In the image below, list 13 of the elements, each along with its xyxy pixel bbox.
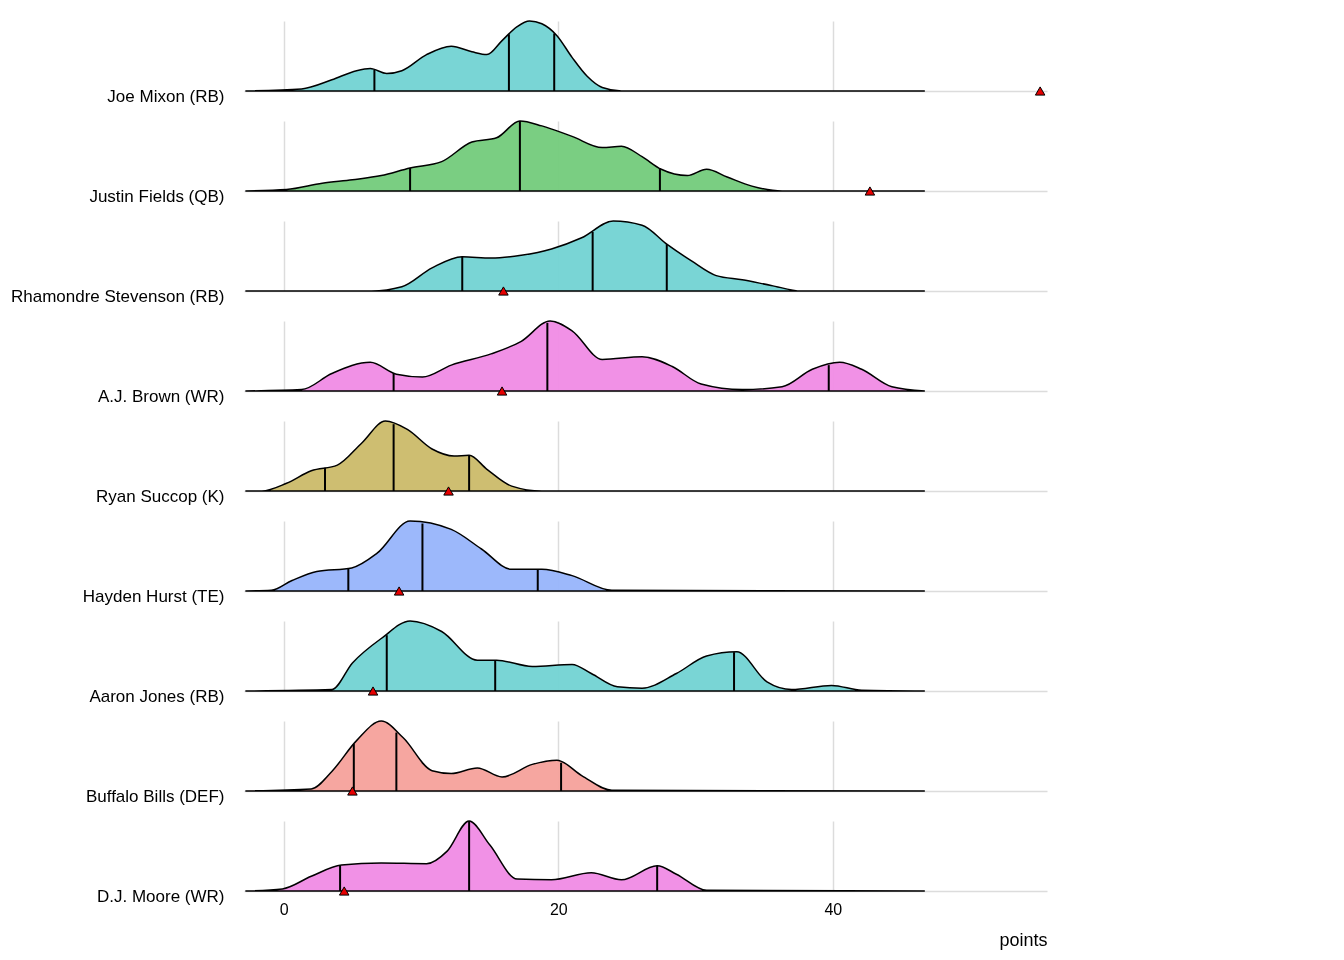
y-axis-title: A.J. Brown (WR) xyxy=(97,386,225,406)
y-axis-title: Hayden Hurst (TE) xyxy=(82,586,225,606)
x-tick-label: 0 xyxy=(279,900,289,918)
y-axis-title: Justin Fields (QB) xyxy=(89,186,225,206)
y-axis-title: Joe Mixon (RB) xyxy=(107,86,225,106)
x-tick-label: 40 xyxy=(824,900,843,918)
y-axis-title: Rhamondre Stevenson (RB) xyxy=(10,286,225,306)
y-axis-title: Ryan Succop (K) xyxy=(96,486,225,506)
x-tick-label: 20 xyxy=(549,900,568,918)
y-axis-title: Buffalo Bills (DEF) xyxy=(85,786,225,806)
x-axis-title: points xyxy=(999,929,1048,950)
y-axis-title: D.J. Moore (WR) xyxy=(97,886,225,906)
y-axis-title: Aaron Jones (RB) xyxy=(89,686,225,706)
